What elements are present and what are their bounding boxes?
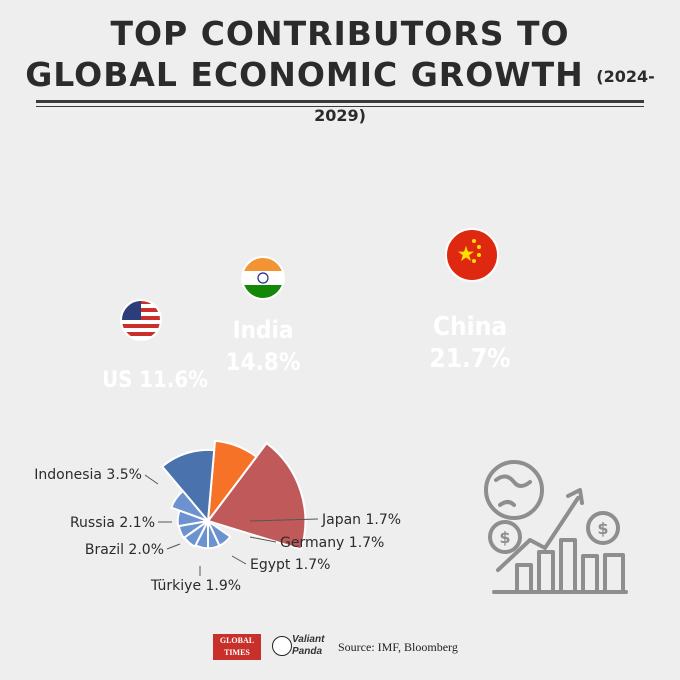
leader-japan <box>249 518 319 522</box>
footer: GLOBAL TIMES Valiant Panda Source: IMF, B… <box>0 634 680 664</box>
global-times-logo: GLOBAL TIMES <box>213 634 261 660</box>
slice-trkiye <box>183 520 209 549</box>
leader-egypt <box>231 555 247 565</box>
label-japan: Japan 1.7% <box>321 512 401 528</box>
label-indonesia: Indonesia 3.5% <box>34 467 142 483</box>
china-flag-icon <box>445 228 499 282</box>
india-flag-icon <box>241 256 285 300</box>
us-flag-icon <box>120 299 162 341</box>
dollar-icon-left: $ <box>499 528 510 547</box>
dollar-icon-right: $ <box>597 519 608 538</box>
slice-indonesia <box>170 489 212 524</box>
label-germany: Germany 1.7% <box>280 535 384 551</box>
slice-japan <box>205 518 232 548</box>
valiant-panda-logo: Valiant Panda <box>272 634 332 662</box>
slice-india <box>206 439 258 525</box>
leader-germany <box>249 536 277 543</box>
title-main: GLOBAL ECONOMIC GROWTH <box>25 55 584 94</box>
label-china-0: China <box>433 312 507 342</box>
label-china-1: 21.7% <box>429 344 510 374</box>
valiant-text: Valiant <box>292 634 325 645</box>
leader-brazil <box>166 543 181 550</box>
label-trkiye: Türkiye 1.9% <box>150 578 241 594</box>
label-egypt: Egypt 1.7% <box>250 557 330 573</box>
title-line-1: TOP CONTRIBUTORS TO <box>110 14 570 53</box>
slice-us <box>160 448 216 524</box>
panda-icon <box>272 636 292 656</box>
source-note: Source: IMF, Bloomberg <box>338 640 458 654</box>
economic-growth-icon <box>484 460 628 594</box>
label-brazil: Brazil 2.0% <box>85 542 164 558</box>
title-rule-thick <box>36 100 644 103</box>
label-india-0: India <box>233 316 294 344</box>
label-russia: Russia 2.1% <box>70 515 155 531</box>
label-us-0: US 11.6% <box>102 368 208 393</box>
title-line-2: GLOBAL ECONOMIC GROWTH (2024-2029) <box>0 55 680 133</box>
label-india-1: 14.8% <box>226 348 301 376</box>
panda-text: Panda <box>292 646 323 657</box>
slice-china <box>206 441 307 551</box>
title-years: (2024-2029) <box>314 67 655 125</box>
leader-indonesia <box>144 474 159 485</box>
title-rule-thin <box>36 106 644 107</box>
